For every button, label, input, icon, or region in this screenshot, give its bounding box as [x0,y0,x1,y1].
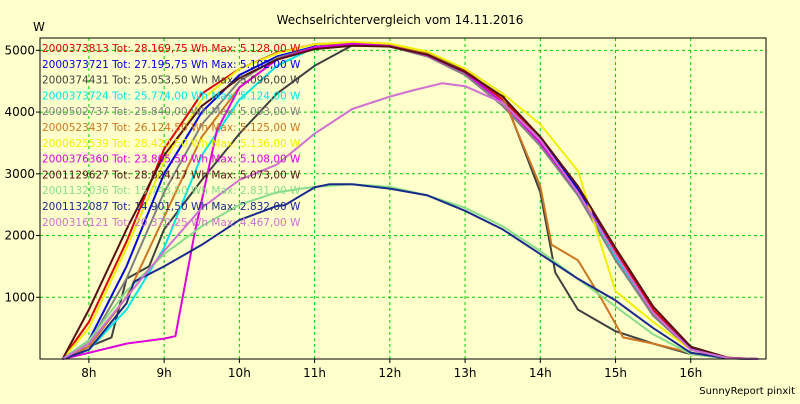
y-tick-label: 3000 [4,167,35,181]
x-tick-label: 15h [604,366,627,380]
series-line-7 [61,41,759,360]
series-line-9 [61,44,759,360]
legend-entry-11: 2001132087 Tot: 14.901,50 Wh Max: 2.832,… [42,201,301,213]
x-tick-label: 13h [454,366,477,380]
legend-entry-10: 2001132036 Tot: 15.743,50 Wh Max: 2.831,… [42,185,301,197]
chart-title: Wechselrichtervergleich vom 14.11.2016 [277,13,524,27]
x-tick-label: 8h [81,366,96,380]
y-tick-label: 1000 [4,290,35,304]
legend-entry-9: 2001129627 Tot: 28.824,17 Wh Max: 5.073,… [42,169,301,181]
x-tick-label: 14h [529,366,552,380]
series-line-11 [62,183,759,360]
x-tick-label: 10h [228,366,251,380]
legend-entry-3: 2000374431 Tot: 25.053,50 Wh Max: 5.096,… [42,75,301,87]
y-tick-label: 2000 [4,229,35,243]
legend-entry-8: 2000376360 Tot: 23.805,50 Wh Max: 5.108,… [42,154,301,166]
legend-entry-1: 2000373813 Tot: 28.169,75 Wh Max: 5.128,… [42,43,301,55]
x-tick-label: 11h [303,366,326,380]
y-tick-label: 5000 [4,43,35,57]
legend-entry-7: 2000625539 Tot: 28.420,50 Wh Max: 5.136,… [42,138,301,150]
series-line-12 [62,82,759,360]
series-layer [61,41,759,360]
legend-entry-2: 2000373721 Tot: 27.195,75 Wh Max: 5.102,… [42,59,301,71]
plot-frame [39,37,767,360]
legend: 2000373813 Tot: 28.169,75 Wh Max: 5.128,… [42,43,301,229]
legend-entry-12: 2000316121 Tot: 20.370,25 Wh Max: 4.467,… [42,217,301,229]
y-tick-label: 4000 [4,105,35,119]
footer-credit: SunnyReport pinxit [699,386,795,397]
x-tick-label: 9h [157,366,172,380]
y-axis-label: W [33,20,45,34]
x-tick-label: 12h [378,366,401,380]
legend-entry-4: 2000373724 Tot: 25.774,00 Wh Max: 5.124,… [42,90,301,102]
legend-entry-6: 2000523437 Tot: 26.124,50 Wh Max: 5.125,… [42,122,301,134]
legend-entry-5: 2000502737 Tot: 25.840,00 Wh Max: 5.093,… [42,106,301,118]
tick-layer: 8h 9h 10h 11h 12h 13h 14h 15h 16h 1000 2000 3000 400… [4,43,702,380]
x-tick-label: 16h [679,366,702,380]
